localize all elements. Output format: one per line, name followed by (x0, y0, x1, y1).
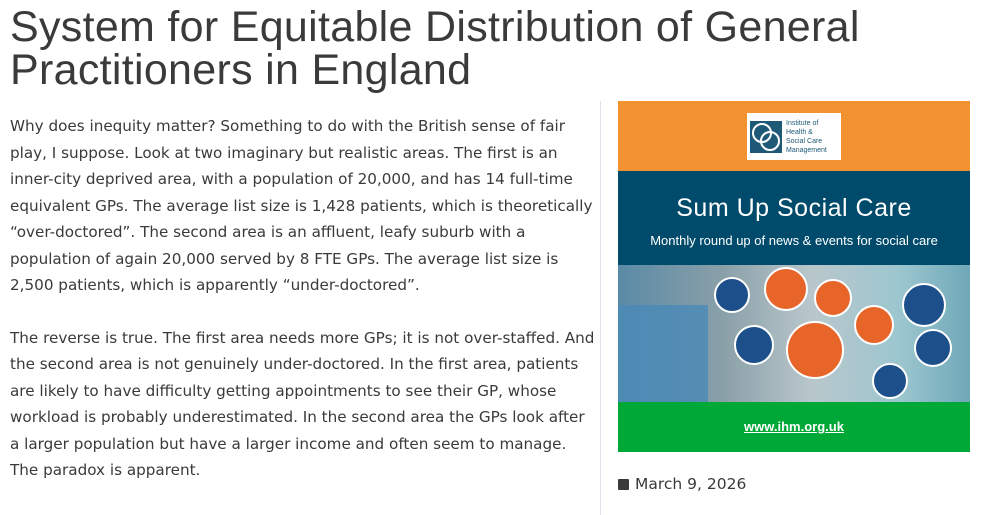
ihscm-logo: Institute of Health & Social Care Managemen… (747, 113, 841, 160)
paragraph: The reverse is true. The first area need… (10, 328, 595, 480)
banner-title: Sum Up Social Care (676, 194, 912, 222)
banner-header: Institute of Health & Social Care Managemen… (618, 101, 970, 171)
sum-up-social-care-banner[interactable]: Institute of Health & Social Care Managemen… (618, 101, 970, 452)
page-title: System for Equitable Distribution of Gen… (10, 3, 860, 94)
divider (600, 101, 601, 515)
banner-subtitle: Monthly round up of news & events for so… (650, 233, 938, 248)
banner-image (618, 265, 970, 402)
banner-url-link[interactable]: www.ihm.org.uk (618, 402, 970, 452)
date-text: March 9, 2026 (635, 475, 747, 493)
paragraph: Why does inequity matter? Something to d… (10, 117, 593, 294)
post-date: March 9, 2026 (618, 475, 746, 493)
calendar-icon (618, 478, 629, 490)
post-content: Why does inequity matter? Something to d… (10, 113, 595, 510)
banner-title-area: Sum Up Social Care Monthly round up of n… (618, 171, 970, 265)
